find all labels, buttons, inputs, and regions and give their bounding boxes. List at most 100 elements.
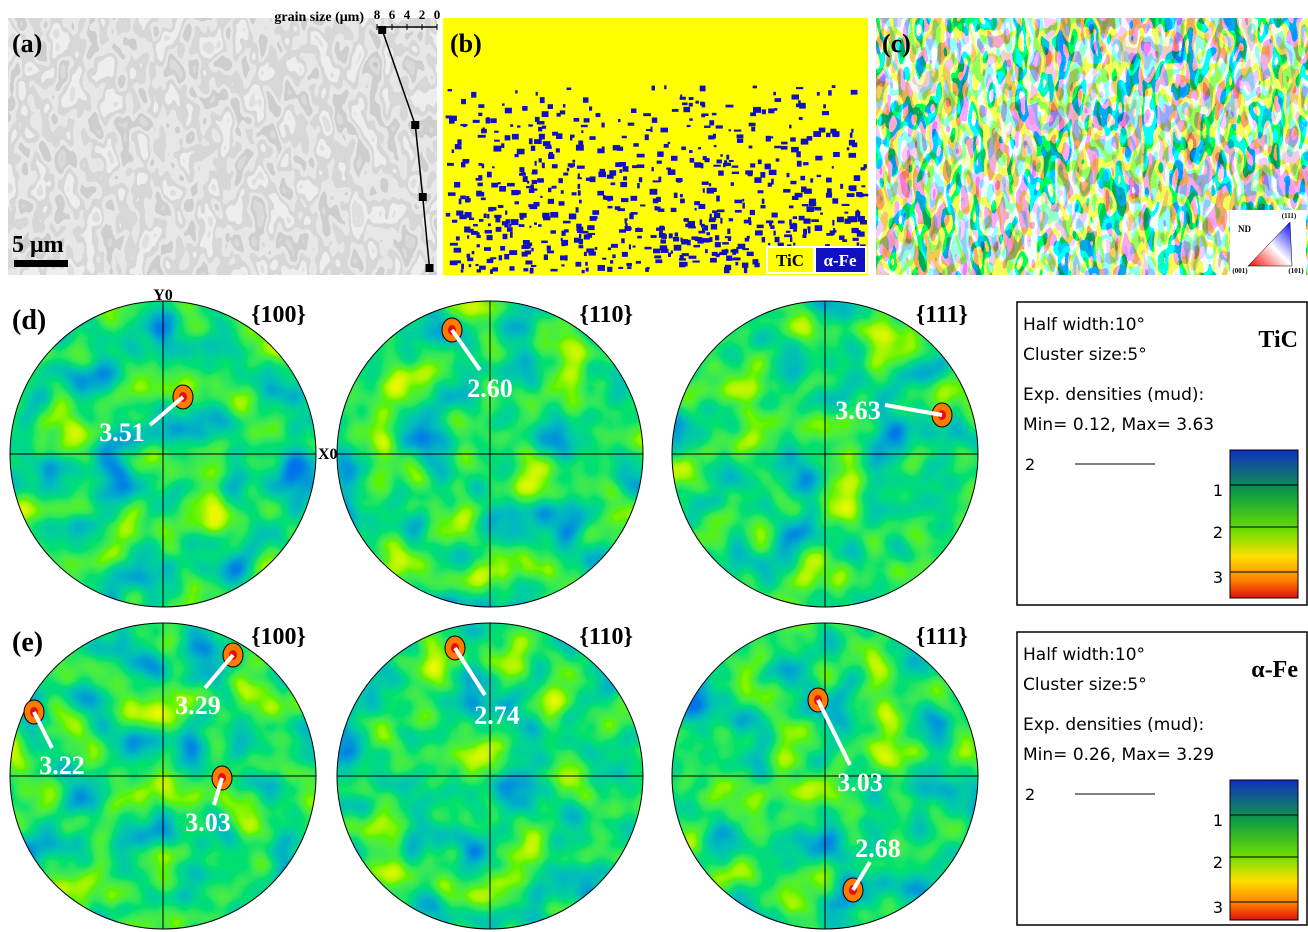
phase-dot [659,226,664,228]
phase-dot [809,201,816,206]
phase-dot [853,238,859,241]
phase-dot [511,190,518,195]
phase-dot [726,155,729,160]
phase-dot [826,193,832,198]
legend-text: Cluster size:5° [1023,345,1147,365]
panel-label: (a) [12,29,42,58]
tick-label: 8 [374,7,381,22]
phase-dot [556,133,562,139]
phase-dot [592,210,599,215]
phase-dot [689,150,693,153]
phase-dot [664,144,669,148]
phase-dot [584,235,590,240]
phase-dot [626,263,632,266]
phase-dot [559,201,565,205]
phase-dot [732,172,739,174]
phase-dot [607,196,613,200]
peak-value: 2.60 [467,374,513,403]
panel-label: (b) [450,29,482,58]
phase-dot [661,249,669,253]
phase-dot [689,103,693,107]
phase-dot [790,237,792,242]
phase-dot [563,104,565,108]
phase-dot [490,269,493,274]
phase-dot [716,125,723,128]
phase-dot [817,175,822,177]
phase-dot [692,260,699,262]
phase-dot [757,225,764,229]
phase-dot [544,254,548,260]
phase-dot [574,118,580,122]
phase-dot [637,228,639,230]
phase-dot [607,267,612,272]
phase-dot [737,139,743,143]
phase-dot [447,163,454,166]
phase-dot [656,228,660,231]
phase-dot [628,123,635,126]
phase-dot [499,255,502,260]
phase-dot [637,154,645,158]
phase-dot [790,137,796,141]
phase-dot [491,183,498,188]
phase-dot [832,85,836,88]
phase-dot [521,172,525,175]
phase-dot [504,254,509,259]
phase-dot [680,194,683,197]
phase-dot [832,220,834,226]
phase-dot [710,214,712,218]
phase-dot [550,230,556,233]
phase-dot [742,203,744,209]
key-corner: (001) [1232,267,1248,275]
phase-dot [801,187,806,193]
phase-dot [766,220,774,223]
phase-dot [611,244,618,248]
phase-dot [590,176,596,182]
phase-dot [815,225,823,231]
phase-dot [579,245,584,248]
phase-dot [700,219,702,225]
phase-dot [817,92,820,96]
phase-dot [710,258,717,263]
phase-dot [597,148,604,153]
phase-dot [753,86,757,89]
phase-dot [562,231,566,236]
phase-dot [532,180,537,184]
phase-dot [742,199,744,202]
phase-dot [680,97,686,100]
phase-dot [677,179,681,182]
phase-dot [515,154,519,157]
phase-dot [796,87,803,89]
phase-dot [735,210,742,213]
phase-dot [850,133,853,138]
phase-dot [618,267,623,269]
phase-dot [731,182,734,186]
phase-dot [729,160,734,162]
panel-label: (c) [882,29,911,58]
phase-dot [500,246,505,251]
phase-dot [578,190,581,195]
phase-dot [574,238,580,243]
phase-dot [857,242,860,246]
phase-dot [498,205,503,208]
phase-dot [774,108,777,111]
phase-dot [467,258,473,262]
phase-dot [584,252,587,256]
phase-dot [768,108,774,113]
phase-dot [701,163,703,168]
phase-dot [750,163,755,167]
phase-dot [735,262,738,266]
phase-dot [572,160,575,163]
phase-dot [463,124,466,127]
phase-dot [567,168,569,171]
phase-dot [857,232,865,237]
phase-dot [550,212,558,218]
phase-dot [793,243,795,246]
phase-dot [510,124,513,127]
phase-dot [449,116,457,121]
phase-dot [742,263,748,268]
phase-dot [461,269,464,272]
phase-dot [579,200,582,204]
phase-dot [800,176,805,180]
phase-dot [798,100,801,103]
phase-dot [709,219,716,222]
